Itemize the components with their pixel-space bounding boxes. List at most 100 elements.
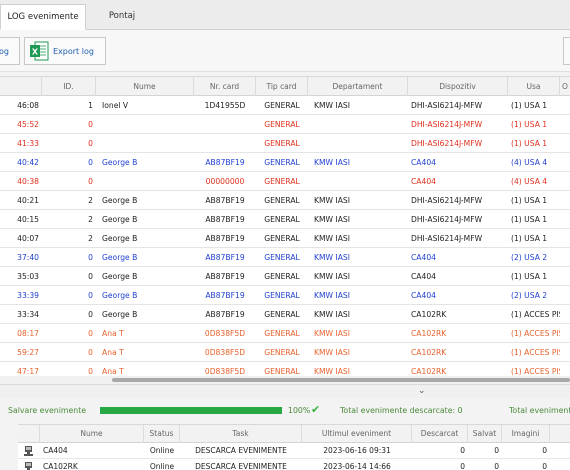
table-row[interactable]: 40:21 2 George B AB87BF19 GENERAL KMW IASI DHI… — [0, 191, 570, 210]
tab-pontaj[interactable]: Pontaj — [108, 11, 136, 21]
dev-col-header-task[interactable]: Task — [180, 425, 302, 443]
cell-nume: George B — [102, 234, 138, 243]
table-row[interactable]: 40:15 2 George B AB87BF19 GENERAL KMW IASI DHI… — [0, 210, 570, 229]
cell-nume: Ana T — [102, 367, 124, 376]
col-header-departament[interactable]: Departament — [308, 77, 408, 96]
cell-usa: (1) ACCES PIS... — [511, 367, 560, 376]
dev-cell-imagini: 0 — [542, 462, 547, 470]
horizontal-scrollbar[interactable] — [0, 376, 570, 384]
cell-dispozitiv: DHI-ASI6214J-MFW — [411, 196, 483, 205]
dev-col-header-ultimul[interactable]: Ultimul eveniment — [302, 425, 412, 443]
cell-usa: (2) USA 2 — [511, 291, 548, 300]
export-log-button[interactable]: X Export log — [24, 37, 106, 65]
cell-usa: (1) USA 1 — [511, 272, 548, 281]
cell-nume: George B — [102, 253, 138, 262]
col-header-o[interactable]: O — [560, 77, 570, 96]
cell-dispozitiv: CA404 — [411, 291, 436, 300]
col-header-nr-card[interactable]: Nr. card — [194, 77, 256, 96]
device-icon — [25, 462, 32, 470]
cell-time: 59:27 — [17, 348, 39, 357]
cell-dispozitiv: DHI-ASI6214J-MFW — [411, 234, 483, 243]
cell-id: 2 — [88, 215, 93, 224]
downloaded-events-label: Total evenimente descarcate: 0 — [340, 406, 463, 415]
dev-cell-imagini: 0 — [542, 446, 547, 455]
cell-card: AB87BF19 — [205, 253, 245, 262]
cell-id: 0 — [88, 310, 93, 319]
cell-nume: George B — [102, 310, 138, 319]
table-row[interactable]: 45:52 0 GENERAL DHI-ASI6214J-MFW (1) USA 1 — [0, 115, 570, 134]
table-row[interactable]: 46:08 1 Ionel V 1D41955D GENERAL KMW IASI DHI-… — [0, 96, 570, 115]
table-row[interactable]: 33:34 0 George B AB87BF19 GENERAL KMW IASI CA1… — [0, 305, 570, 324]
dev-col-header-imagini[interactable]: Imagini — [502, 425, 550, 443]
table-row[interactable]: 47:17 0 Ana T 0D838F5D GENERAL KMW IASI CA102R… — [0, 362, 570, 376]
cell-nume: George B — [102, 272, 138, 281]
scrollbar-thumb[interactable] — [112, 378, 570, 382]
cell-departament: KMW IASI — [314, 329, 350, 338]
cell-tip: GENERAL — [264, 367, 300, 376]
dev-cell-status: Online — [149, 462, 175, 470]
cell-card: 0D838F5D — [204, 348, 246, 357]
table-row[interactable]: 41:33 0 GENERAL DHI-ASI6214J-MFW (1) USA 1 — [0, 134, 570, 153]
cell-departament: KMW IASI — [314, 253, 350, 262]
cell-time: 40:42 — [17, 158, 39, 167]
dev-col-header-icon[interactable] — [18, 425, 40, 443]
toolbar-button-left[interactable]: og — [0, 37, 20, 65]
cell-nume: George B — [102, 158, 138, 167]
dev-cell-nume: CA404 — [43, 446, 68, 455]
cell-nume — [96, 115, 194, 134]
cell-time: 45:52 — [17, 120, 39, 129]
table-row[interactable]: 08:17 0 Ana T 0D838F5D GENERAL KMW IASI CA102R… — [0, 324, 570, 343]
cell-tip: GENERAL — [264, 196, 300, 205]
chevron-down-icon[interactable]: ⌄ — [418, 386, 426, 396]
cell-tip: GENERAL — [264, 272, 300, 281]
table-row[interactable]: 40:07 2 George B AB87BF19 GENERAL KMW IASI DHI… — [0, 229, 570, 248]
col-header-usa[interactable]: Usa — [508, 77, 560, 96]
toolbar-button-right[interactable] — [563, 37, 570, 65]
list-item[interactable]: CA102RK Online DESCARCA EVENIMENTE 2023-06-… — [18, 459, 570, 470]
cell-id: 0 — [88, 291, 93, 300]
table-row[interactable]: 59:27 0 Ana T 0D838F5D GENERAL KMW IASI CA102R… — [0, 343, 570, 362]
cell-dispozitiv: CA404 — [411, 253, 436, 262]
table-row[interactable]: 35:03 0 George B AB87BF19 GENERAL KMW IASI CA4… — [0, 267, 570, 286]
cell-id: 0 — [88, 120, 93, 129]
cell-dispozitiv: DHI-ASI6214J-MFW — [411, 101, 483, 110]
cell-dispozitiv: CA404 — [411, 177, 436, 186]
panel-expander[interactable]: ⌄ — [0, 384, 570, 398]
cell-usa: (1) USA 1 — [511, 215, 548, 224]
cell-usa: (1) ACCES PIS... — [511, 310, 560, 319]
dev-col-header-salvat[interactable]: Salvat — [468, 425, 502, 443]
cell-departament — [308, 115, 408, 134]
cell-id: 0 — [88, 348, 93, 357]
tab-bar: LOG evenimente Pontaj — [0, 0, 570, 30]
cell-time: 33:39 — [17, 291, 39, 300]
dev-col-header-descarcat[interactable]: Descarcat — [412, 425, 468, 443]
cell-time: 08:17 — [17, 329, 39, 338]
cell-dispozitiv: CA102RK — [411, 367, 447, 376]
dev-col-header-nume[interactable]: Nume — [40, 425, 144, 443]
col-header-nume[interactable]: Nume — [96, 77, 194, 96]
col-header-dispozitiv[interactable]: Dispozitiv — [408, 77, 508, 96]
tab-log-evenimente[interactable]: LOG evenimente — [0, 4, 86, 30]
log-grid-header: ID. Nume Nr. card Tip card Departament D… — [0, 77, 570, 96]
cell-id: 0 — [88, 139, 93, 148]
dev-col-header-status[interactable]: Status — [144, 425, 180, 443]
dev-cell-ultimul: 2023-06-14 14:66 — [323, 462, 391, 470]
col-header-time[interactable] — [0, 77, 42, 96]
table-row[interactable]: 33:39 0 George B AB87BF19 GENERAL KMW IASI CA4… — [0, 286, 570, 305]
table-row[interactable]: 37:40 0 George B AB87BF19 GENERAL KMW IASI CA4… — [0, 248, 570, 267]
cell-time: 37:40 — [17, 253, 39, 262]
list-item[interactable]: CA404 Online DESCARCA EVENIMENTE 2023-06-16… — [18, 443, 570, 459]
cell-card: AB87BF19 — [205, 272, 245, 281]
col-header-tip-card[interactable]: Tip card — [256, 77, 308, 96]
cell-tip: GENERAL — [264, 310, 300, 319]
table-row[interactable]: 40:38 0 00000000 GENERAL CA404 (4) USA 4 — [0, 172, 570, 191]
save-progress-bar — [100, 407, 282, 414]
cell-usa: (1) ACCES PIS... — [511, 348, 560, 357]
dev-cell-salvat: 0 — [494, 446, 499, 455]
excel-icon: X — [30, 41, 49, 61]
col-header-id[interactable]: ID. — [42, 77, 96, 96]
table-row[interactable]: 40:42 0 George B AB87BF19 GENERAL KMW IASI CA4… — [0, 153, 570, 172]
save-progress-fill — [100, 407, 282, 414]
dev-cell-ultimul: 2023-06-16 09:31 — [323, 446, 391, 455]
cell-departament: KMW IASI — [314, 310, 350, 319]
